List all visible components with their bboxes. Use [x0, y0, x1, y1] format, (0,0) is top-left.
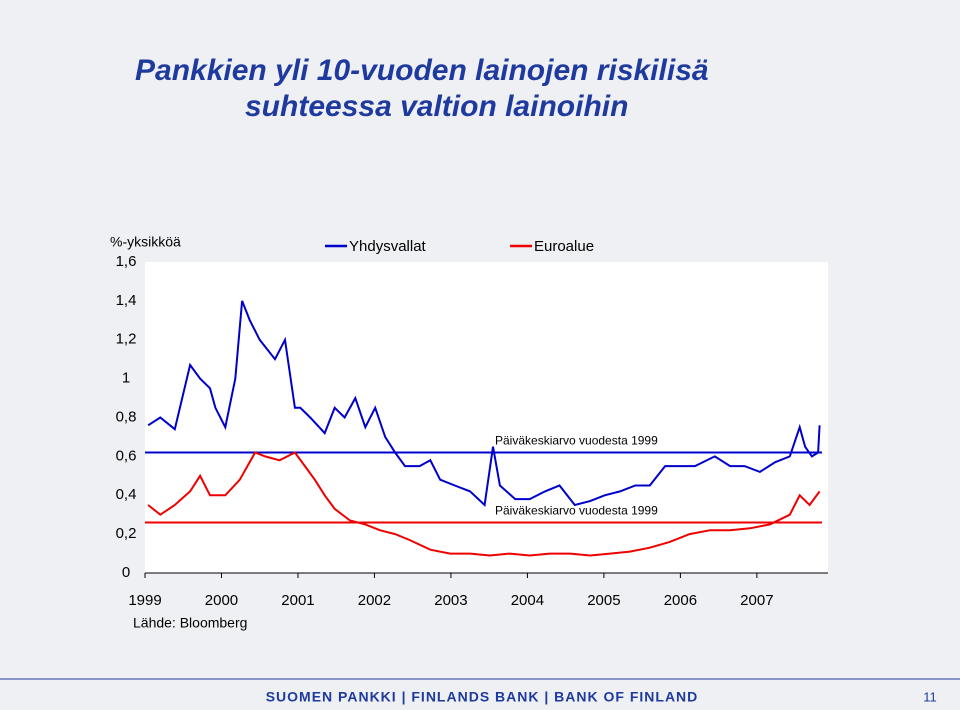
slide-subtitle: suhteessa valtion lainoihin: [245, 90, 628, 123]
x-tick-label: 2000: [205, 592, 238, 609]
x-tick-label: 2001: [281, 592, 314, 609]
y-tick-label: 0,4: [116, 486, 137, 503]
legend-label: Euroalue: [534, 238, 594, 255]
series-line: [147, 451, 821, 557]
series-line: [147, 300, 821, 508]
slide-title: Pankkien yli 10-vuoden lainojen riskilis…: [135, 54, 709, 87]
source: Lähde: Bloomberg: [133, 615, 247, 631]
y-tick-label: 0,6: [116, 447, 137, 464]
x-tick-label: 2002: [358, 592, 391, 609]
y-tick-label: 0,8: [116, 408, 137, 425]
x-tick-label: 2005: [587, 592, 620, 609]
footer: SUOMEN PANKKI | FINLANDS BANK | BANK OF …: [266, 689, 699, 705]
average-label: Päiväkeskiarvo vuodesta 1999: [495, 434, 658, 448]
x-tick-label: 2006: [664, 592, 697, 609]
average-label: Päiväkeskiarvo vuodesta 1999: [495, 504, 658, 518]
legend-label: Yhdysvallat: [349, 238, 427, 255]
y-tick-label: 1,6: [116, 253, 137, 270]
x-tick-label: 2004: [511, 592, 544, 609]
y-tick-label: 1: [122, 370, 130, 387]
x-tick-label: 2007: [740, 592, 773, 609]
y-tick-label: 0: [122, 564, 130, 581]
x-tick-label: 1999: [128, 592, 161, 609]
y-tick-label: 1,4: [116, 292, 137, 309]
y-axis-label: %-yksikköä: [110, 234, 181, 250]
y-tick-label: 0,2: [116, 525, 137, 542]
page-number: 11: [923, 689, 937, 704]
plot-area: [145, 262, 828, 573]
x-tick-label: 2003: [434, 592, 467, 609]
y-tick-label: 1,2: [116, 331, 137, 348]
